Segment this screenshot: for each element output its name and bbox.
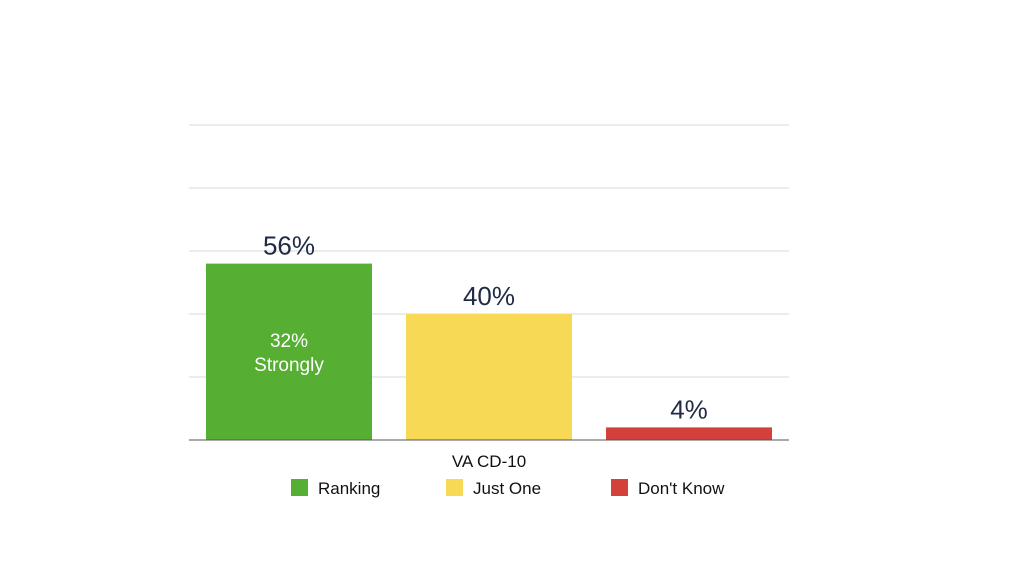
bar-ranking xyxy=(206,263,372,440)
value-label-just-one: 40% xyxy=(463,281,515,311)
bars xyxy=(206,263,772,440)
legend: Ranking Just One Don't Know xyxy=(291,479,725,498)
data-labels: 56% 32% Strongly 40% 4% xyxy=(254,231,708,425)
value-label-ranking: 56% xyxy=(263,231,315,261)
legend-swatch-just-one xyxy=(446,479,463,496)
category-label: VA CD-10 xyxy=(452,452,526,471)
bar-don-t-know xyxy=(606,427,772,440)
legend-label-ranking: Ranking xyxy=(318,479,380,498)
legend-label-don-t-know: Don't Know xyxy=(638,479,725,498)
inner-label-ranking-2: Strongly xyxy=(254,355,324,376)
legend-swatch-ranking xyxy=(291,479,308,496)
legend-swatch-don-t-know xyxy=(611,479,628,496)
legend-label-just-one: Just One xyxy=(473,479,541,498)
bar-just-one xyxy=(406,314,572,440)
inner-label-ranking-1: 32% xyxy=(270,331,308,352)
value-label-don-t-know: 4% xyxy=(670,394,708,424)
